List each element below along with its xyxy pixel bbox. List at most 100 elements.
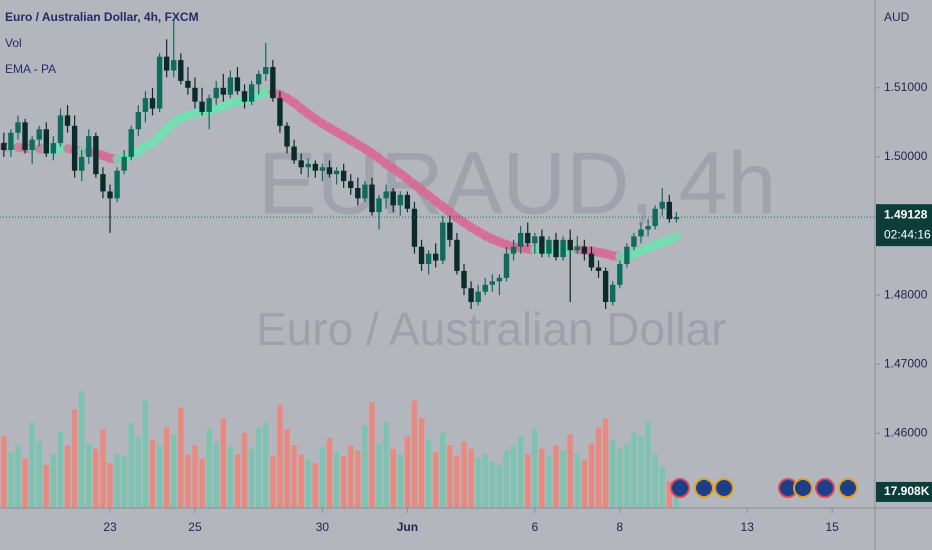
volume-bar [171, 434, 177, 508]
volume-bar [411, 400, 418, 508]
candle-body [277, 98, 283, 126]
candle-body [234, 77, 241, 92]
volume-bar [517, 436, 524, 508]
candle-body [673, 217, 680, 220]
candle-body [256, 73, 262, 85]
volume-bar [213, 441, 219, 508]
candle-body [447, 222, 453, 240]
candle-body [617, 264, 623, 285]
candle-body [227, 77, 234, 95]
candle-body [100, 174, 106, 192]
candle-body [595, 267, 602, 271]
x-tick-label: Jun [397, 520, 418, 534]
volume-bar [149, 439, 156, 508]
candle-body [510, 246, 517, 254]
x-tick-label: 25 [188, 520, 202, 534]
candle-body [489, 281, 496, 285]
volume-bar [362, 425, 368, 508]
candle-body [326, 167, 333, 175]
candle-body [178, 60, 184, 81]
candle-body [574, 246, 580, 251]
volume-bar [15, 445, 21, 508]
candle-body [425, 253, 432, 265]
volume-bar [86, 443, 92, 508]
volume-bar [673, 491, 680, 508]
volume-bar [333, 452, 340, 508]
candle-body [220, 87, 226, 95]
candle-body [171, 60, 177, 71]
candle-body [624, 246, 630, 265]
countdown-label: 02:44:16 [884, 227, 931, 241]
volume-bar [588, 443, 595, 508]
volume-bar [163, 427, 170, 508]
plot-area [0, 18, 681, 508]
x-tick-label: 13 [741, 520, 755, 534]
volume-bar [57, 431, 64, 508]
candle-body [433, 253, 439, 261]
candle-body [397, 194, 403, 206]
candle-body [666, 201, 673, 220]
volume-bar [390, 448, 396, 508]
candle-body [107, 191, 113, 199]
candle-body [588, 253, 595, 268]
volume-bar [298, 454, 304, 508]
volume-bar [376, 443, 382, 508]
volume-bar [666, 481, 673, 508]
volume-bar [326, 438, 333, 508]
candle-body [418, 246, 425, 265]
volume-bar [270, 456, 276, 508]
volume-bar [574, 454, 580, 508]
volume-bar [532, 429, 538, 508]
candle-body [560, 239, 566, 258]
volume-bar [263, 422, 269, 508]
candle-body [248, 84, 255, 102]
y-tick-label: 1.48000 [884, 287, 928, 301]
volume-bar [553, 445, 559, 508]
volume-bar [220, 418, 226, 508]
candle-body [241, 91, 248, 102]
candle-body [390, 191, 396, 206]
candle-body [50, 143, 57, 154]
volume-bar [185, 454, 191, 508]
candle-body [503, 253, 510, 278]
volume-bar [319, 447, 326, 508]
candle-body [468, 288, 474, 303]
candle-body [15, 122, 21, 133]
volume-bar [43, 464, 49, 508]
candle-body [652, 208, 658, 227]
candle-body [553, 239, 559, 258]
volume-bar [496, 464, 503, 508]
candle-body [64, 115, 71, 126]
y-tick-label: 1.50000 [884, 149, 928, 163]
candle-body [206, 98, 212, 112]
x-tick-label: 6 [531, 520, 538, 534]
candle-body [355, 187, 361, 199]
volume-bar [284, 429, 290, 508]
watermark-subtitle: Euro / Australian Dollar [256, 303, 726, 355]
candle-body [475, 291, 481, 303]
candle-body [376, 198, 382, 213]
volume-bar [277, 404, 283, 508]
volume-bar [248, 448, 255, 508]
volume-bar [79, 391, 85, 508]
x-tick-label: 8 [616, 520, 623, 534]
volume-bar [50, 454, 57, 508]
x-tick-label: 23 [103, 520, 117, 534]
volume-bar [107, 463, 113, 508]
volume-bar [156, 445, 163, 508]
volume-bar [617, 448, 623, 508]
volume-bar [1, 436, 7, 508]
candle-body [114, 170, 120, 199]
candle-body [319, 167, 326, 171]
volume-bar [652, 454, 658, 508]
candle-body [454, 239, 460, 271]
volume-bar [121, 456, 127, 508]
candle-body [71, 125, 78, 171]
volume-bar [64, 445, 71, 508]
volume-bar [595, 427, 602, 508]
x-tick-label: 15 [825, 520, 839, 534]
indicator-label: Vol [5, 36, 22, 50]
volume-bar [404, 436, 411, 508]
candle-body [213, 87, 219, 99]
